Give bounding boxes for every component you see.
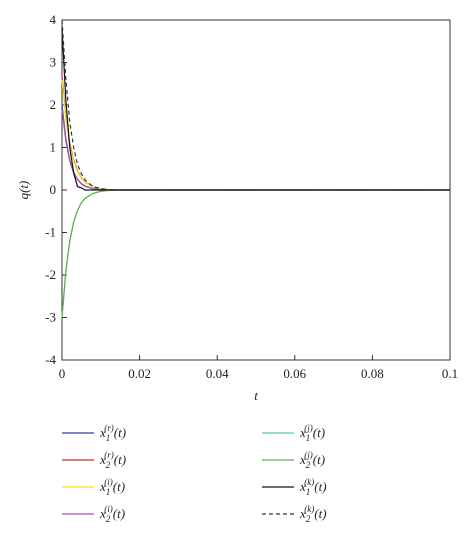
- series-line: [61, 104, 450, 191]
- legend-label: x1(j)(t): [299, 423, 325, 443]
- x-tick-label: 0.06: [283, 366, 306, 381]
- series-line: [61, 109, 450, 191]
- y-tick-label: 1: [50, 140, 57, 155]
- series-line: [61, 19, 450, 191]
- y-tick-label: 3: [50, 55, 57, 70]
- y-tick-label: -1: [45, 225, 56, 240]
- legend-label: x2(k)(t): [299, 504, 327, 524]
- x-tick-label: 0.02: [128, 366, 151, 381]
- legend-label: x1(i)(t): [99, 477, 125, 497]
- x-tick-label: 0.08: [361, 366, 384, 381]
- x-tick-label: 0: [59, 366, 66, 381]
- legend-label: x2(j)(t): [299, 450, 325, 470]
- y-tick-label: 4: [50, 12, 57, 27]
- series-line: [61, 28, 450, 191]
- y-tick-label: 0: [50, 182, 57, 197]
- y-tick-label: -3: [45, 310, 56, 325]
- x-axis-label: t: [254, 388, 258, 403]
- x-tick-label: 0.1: [442, 366, 458, 381]
- legend-label: x1(r)(t): [99, 423, 126, 443]
- y-axis-label: q(t): [16, 181, 31, 200]
- series-line: [61, 189, 450, 318]
- legend-label: x2(i)(t): [99, 504, 125, 524]
- series-line: [61, 75, 450, 191]
- series-line: [61, 79, 450, 191]
- y-tick-label: 2: [50, 97, 57, 112]
- legend-label: x2(r)(t): [99, 450, 126, 470]
- series-line: [61, 189, 450, 318]
- legend-label: x1(k)(t): [299, 477, 327, 497]
- y-tick-label: -2: [45, 267, 56, 282]
- y-tick-label: -4: [45, 352, 56, 367]
- x-tick-label: 0.04: [206, 366, 229, 381]
